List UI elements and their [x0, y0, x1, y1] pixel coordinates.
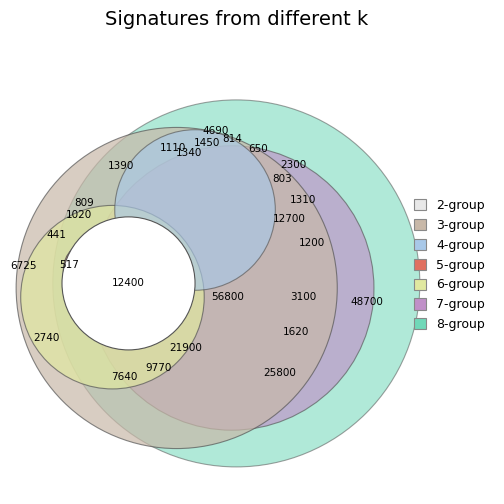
- Text: 4690: 4690: [203, 126, 229, 136]
- Text: 6725: 6725: [10, 261, 36, 271]
- Text: 25800: 25800: [264, 368, 296, 378]
- Circle shape: [16, 128, 337, 449]
- Text: 517: 517: [59, 260, 79, 270]
- Text: 7640: 7640: [111, 372, 137, 383]
- Text: 9770: 9770: [145, 363, 171, 373]
- Text: 814: 814: [223, 135, 242, 144]
- Text: 441: 441: [46, 230, 67, 240]
- Text: 21900: 21900: [169, 343, 202, 353]
- Text: 1340: 1340: [176, 148, 202, 158]
- Text: 1110: 1110: [160, 143, 186, 153]
- Circle shape: [115, 130, 275, 290]
- Circle shape: [21, 206, 204, 389]
- Text: 3100: 3100: [290, 292, 316, 302]
- Text: 56800: 56800: [211, 292, 243, 302]
- Text: 1620: 1620: [283, 327, 309, 337]
- Text: 48700: 48700: [351, 297, 384, 307]
- Text: 1020: 1020: [67, 210, 93, 220]
- Title: Signatures from different k: Signatures from different k: [105, 10, 368, 29]
- Circle shape: [90, 146, 374, 430]
- Text: 1200: 1200: [299, 238, 325, 248]
- Text: 2740: 2740: [33, 334, 59, 343]
- Circle shape: [53, 100, 420, 467]
- Text: 809: 809: [74, 198, 94, 208]
- Text: 803: 803: [272, 174, 292, 184]
- Text: 650: 650: [248, 145, 268, 154]
- Text: 1390: 1390: [107, 161, 134, 171]
- Circle shape: [62, 217, 195, 350]
- Legend: 2-group, 3-group, 4-group, 5-group, 6-group, 7-group, 8-group: 2-group, 3-group, 4-group, 5-group, 6-gr…: [410, 195, 489, 335]
- Circle shape: [64, 241, 120, 298]
- Text: 1310: 1310: [290, 195, 316, 205]
- Text: 12400: 12400: [112, 278, 145, 288]
- Text: 1450: 1450: [194, 139, 220, 149]
- Text: 2300: 2300: [281, 160, 307, 170]
- Text: 12700: 12700: [273, 214, 305, 224]
